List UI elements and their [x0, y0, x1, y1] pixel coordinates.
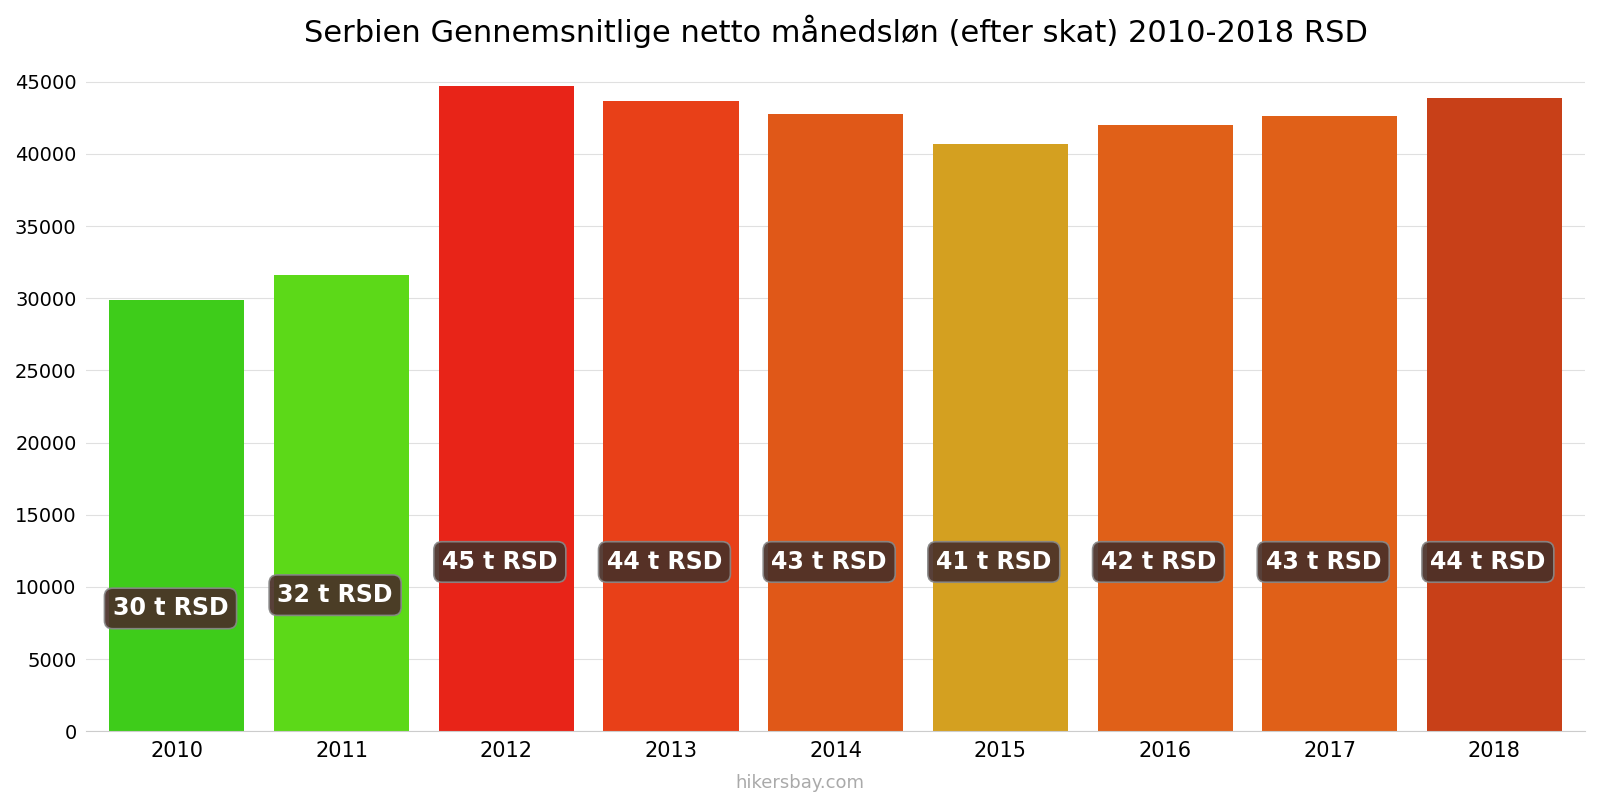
Bar: [768, 114, 902, 731]
Bar: [438, 86, 574, 731]
Bar: [1262, 116, 1397, 731]
Bar: [109, 300, 245, 731]
Text: 45 t RSD: 45 t RSD: [442, 550, 557, 574]
Text: 32 t RSD: 32 t RSD: [277, 583, 394, 607]
Bar: [603, 101, 739, 731]
Text: 41 t RSD: 41 t RSD: [936, 550, 1051, 574]
Bar: [274, 275, 410, 731]
Text: 43 t RSD: 43 t RSD: [1266, 550, 1381, 574]
Text: 42 t RSD: 42 t RSD: [1101, 550, 1216, 574]
Bar: [1427, 98, 1562, 731]
Text: 43 t RSD: 43 t RSD: [771, 550, 886, 574]
Text: hikersbay.com: hikersbay.com: [736, 774, 864, 792]
Text: 44 t RSD: 44 t RSD: [606, 550, 722, 574]
Text: 30 t RSD: 30 t RSD: [112, 597, 229, 621]
Text: 44 t RSD: 44 t RSD: [1430, 550, 1546, 574]
Bar: [933, 144, 1067, 731]
Bar: [1098, 125, 1232, 731]
Title: Serbien Gennemsnitlige netto månedsløn (efter skat) 2010-2018 RSD: Serbien Gennemsnitlige netto månedsløn (…: [304, 15, 1368, 48]
